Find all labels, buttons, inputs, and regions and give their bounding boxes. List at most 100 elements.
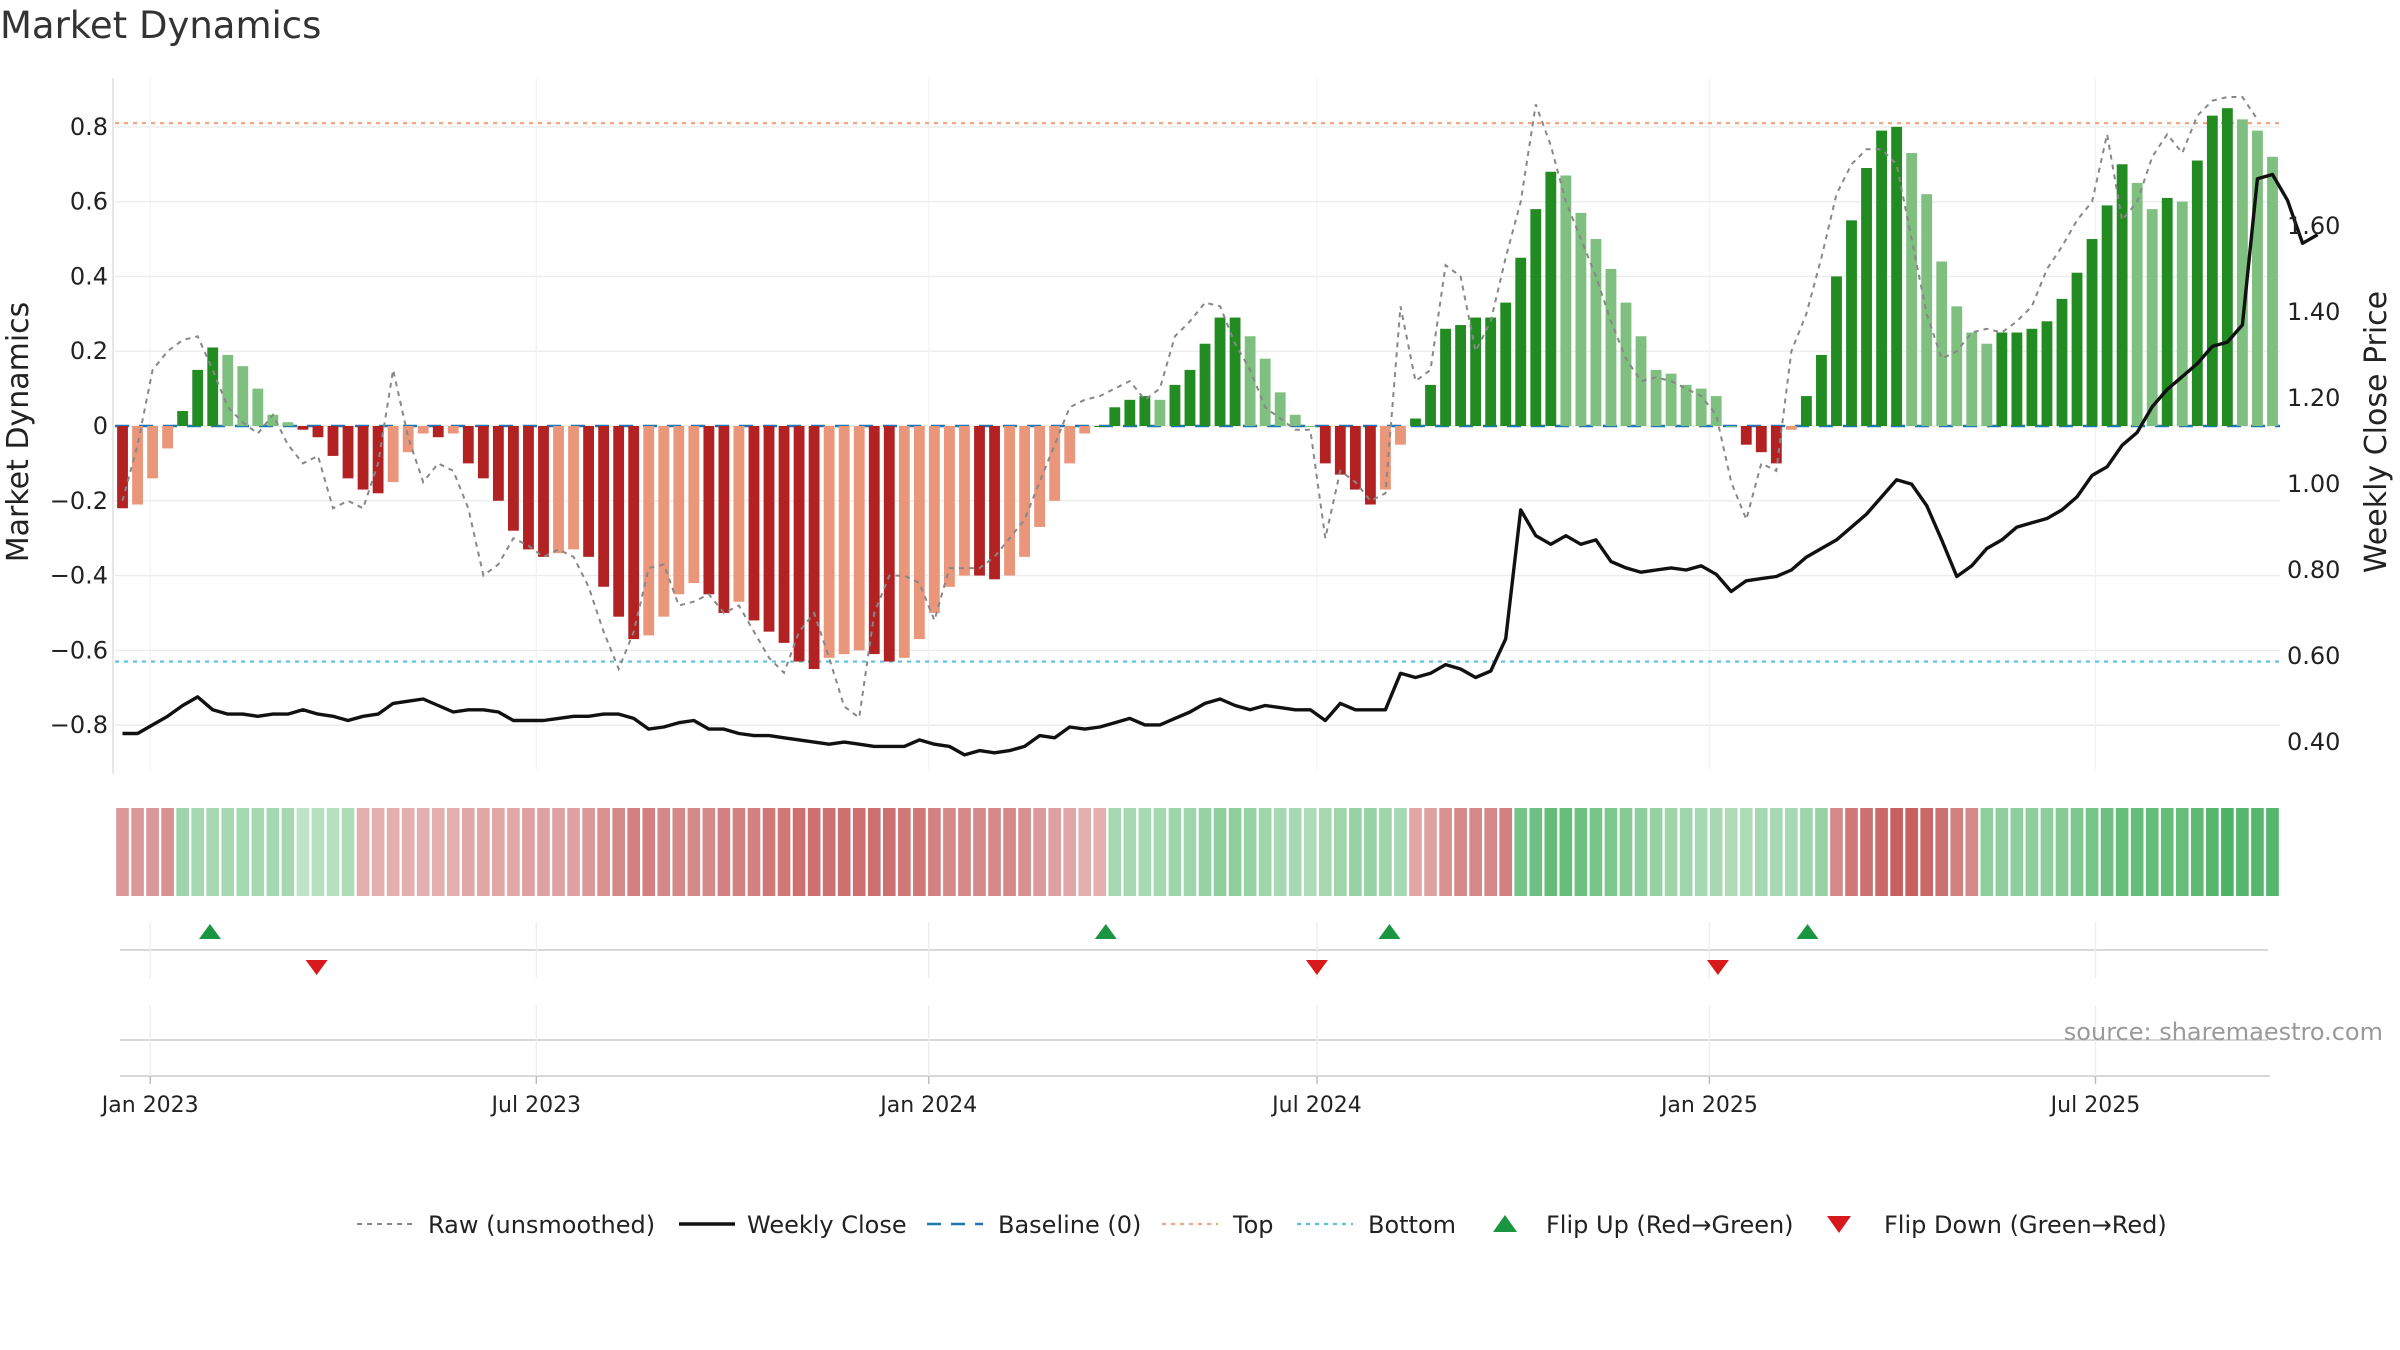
regime-strip-cell xyxy=(401,808,415,896)
raw-unsmoothed-line xyxy=(121,96,2259,720)
flip-down-marker xyxy=(305,960,328,975)
regime-strip-cell xyxy=(1679,808,1693,896)
market-dynamics-bar xyxy=(267,414,279,426)
regime-strip-cell xyxy=(1213,808,1227,896)
market-dynamics-bar xyxy=(1154,399,1166,426)
market-dynamics-bar xyxy=(2146,209,2158,426)
market-dynamics-bar xyxy=(628,426,640,640)
regime-strip-cell xyxy=(1559,808,1573,896)
market-dynamics-bar xyxy=(1229,317,1241,426)
regime-strip-cell xyxy=(1499,808,1513,896)
market-dynamics-bar xyxy=(1861,168,1872,426)
lower-panel xyxy=(120,1005,2270,1077)
market-dynamics-bars xyxy=(117,108,2278,670)
market-dynamics-bar xyxy=(568,426,579,550)
market-dynamics-bar xyxy=(1831,276,1842,426)
market-dynamics-bar xyxy=(1440,328,1451,426)
market-dynamics-bar xyxy=(2161,197,2173,426)
market-dynamics-bar xyxy=(1650,369,1662,426)
regime-strip-cell xyxy=(822,808,836,896)
regime-strip-cell xyxy=(988,808,1001,896)
regime-strip-cell xyxy=(2206,808,2219,896)
regime-strip xyxy=(116,808,2279,896)
market-dynamics-bar xyxy=(1545,171,1557,426)
regime-strip-cell xyxy=(852,808,866,896)
market-dynamics-bar xyxy=(312,426,324,438)
regime-strip-cell xyxy=(251,808,265,896)
regime-strip-cell xyxy=(943,808,956,896)
y2-axis-title: Weekly Close Price xyxy=(2359,291,2394,573)
regime-strip-cell xyxy=(597,808,610,896)
market-dynamics-bar xyxy=(117,426,128,509)
y2-tick-label: 0.60 xyxy=(2287,642,2340,670)
flip-up-marker xyxy=(1378,924,1401,939)
regime-strip-cell xyxy=(612,808,625,896)
regime-strip-cell xyxy=(431,808,445,896)
regime-strip-cell xyxy=(1830,808,1843,896)
market-dynamics-bar xyxy=(492,426,504,501)
market-dynamics-bar xyxy=(1996,332,2008,426)
market-dynamics-bar xyxy=(1455,325,1467,426)
market-dynamics-bar xyxy=(1620,302,1632,426)
market-dynamics-bar xyxy=(372,426,384,494)
regime-strip-cell xyxy=(1604,808,1618,896)
flip-up-marker xyxy=(198,924,221,939)
regime-strip-cell xyxy=(567,808,580,896)
market-dynamics-bar xyxy=(2206,115,2218,427)
market-dynamics-bar xyxy=(2086,239,2098,426)
market-dynamics-bar xyxy=(583,426,595,557)
market-dynamics-bar xyxy=(1259,358,1271,426)
market-dynamics-bar xyxy=(132,426,143,505)
regime-strip-cell xyxy=(1845,808,1858,896)
regime-strip-cell xyxy=(176,808,189,896)
market-dynamics-bar xyxy=(417,426,429,434)
market-dynamics-bar xyxy=(477,426,489,479)
market-dynamics-bar xyxy=(1124,399,1136,426)
market-dynamics-bar xyxy=(1846,220,1857,426)
raw-unsmoothed-series xyxy=(121,96,2259,720)
regime-strip-cell xyxy=(928,808,941,896)
regime-strip-cell xyxy=(266,808,280,896)
y-tick-label: 0.8 xyxy=(70,113,108,141)
regime-strip-cell xyxy=(1800,808,1813,896)
market-dynamics-bar xyxy=(718,426,730,613)
regime-strip-cell xyxy=(1935,808,1949,896)
regime-strip-cell xyxy=(341,808,355,896)
market-dynamics-bar xyxy=(1094,426,1106,427)
market-dynamics-bar xyxy=(1289,414,1301,426)
market-dynamics-bar xyxy=(1199,343,1211,426)
regime-strip-cell xyxy=(1965,808,1979,896)
market-dynamics-bar xyxy=(763,426,775,632)
market-dynamics-bar xyxy=(1034,426,1046,527)
regime-strip-cell xyxy=(1905,808,1918,896)
market-dynamics-bar xyxy=(703,426,715,595)
market-dynamics-bar xyxy=(1395,426,1406,445)
y2-tick-label: 1.60 xyxy=(2287,212,2340,240)
market-dynamics-bar xyxy=(1244,336,1256,426)
regime-strip-cell xyxy=(657,808,671,896)
regime-strip-cell xyxy=(2190,808,2204,896)
regime-strip-cell xyxy=(552,808,565,896)
regime-strip-cell xyxy=(747,808,761,896)
weekly-close-series xyxy=(122,172,2319,757)
x-tick-label: Jul 2023 xyxy=(490,1093,582,1118)
market-dynamics-bar xyxy=(1906,153,1918,427)
market-dynamics-bar xyxy=(2267,156,2278,427)
regime-strip-cell xyxy=(627,808,641,896)
market-dynamics-bar xyxy=(1364,426,1376,505)
market-dynamics-bar xyxy=(1214,317,1226,426)
market-dynamics-bar xyxy=(2131,182,2143,426)
regime-strip-cell xyxy=(296,808,310,896)
regime-strip-cell xyxy=(1709,808,1723,896)
market-dynamics-bar xyxy=(1169,384,1181,426)
regime-strip-cell xyxy=(1018,808,1031,896)
regime-strip-cell xyxy=(777,808,791,896)
market-dynamics-bar xyxy=(1530,209,1542,426)
regime-strip-cell xyxy=(2266,808,2279,896)
regime-strip-cell xyxy=(2160,808,2174,896)
market-dynamics-bar xyxy=(1410,418,1421,426)
market-dynamics-bar xyxy=(673,426,685,595)
market-dynamics-bar xyxy=(989,426,1000,580)
regime-strip-cell xyxy=(1108,808,1122,896)
regime-strip-cell xyxy=(837,808,851,896)
